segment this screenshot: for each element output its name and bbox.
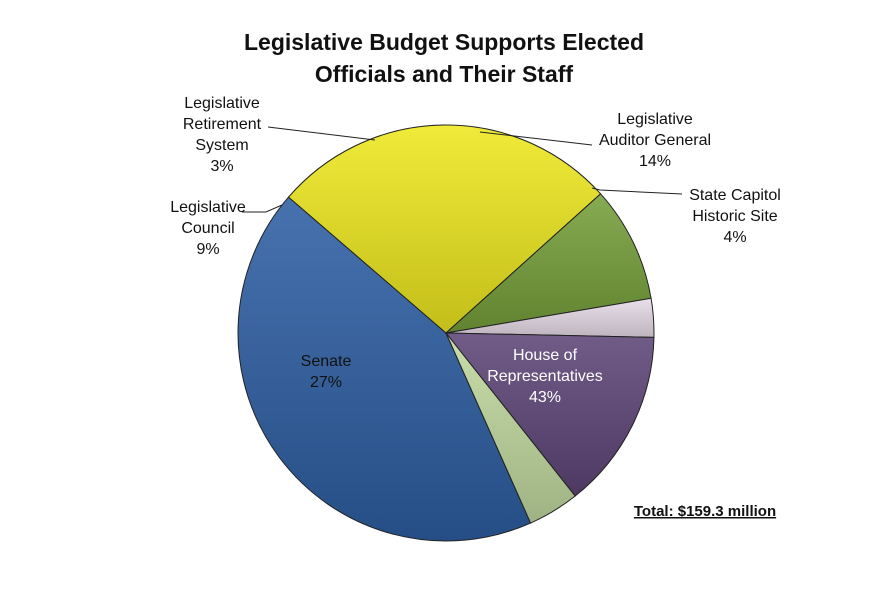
slice-name-line: Legislative (617, 111, 693, 128)
leader-line-legislative-auditor-general (479, 131, 593, 146)
chart-title-line-1: Legislative Budget Supports Elected (244, 29, 644, 55)
pie-slice-state-capitol-historic-site (445, 332, 576, 524)
slice-name-line: Historic Site (692, 208, 777, 225)
slice-label-legislative-auditor-general: Legislative Auditor General 14% (599, 111, 711, 170)
pie-slice-senate (287, 124, 602, 334)
slice-value-label: 4% (723, 229, 746, 246)
slice-name-line: Legislative (184, 95, 260, 112)
slice-value-label: 14% (639, 153, 671, 170)
slice-name-line: Representatives (487, 368, 603, 385)
slice-value-label: 27% (310, 374, 342, 391)
slice-name-line: Retirement (183, 116, 262, 133)
leader-line-legislative-council (242, 204, 283, 213)
slice-name-line: Senate (301, 353, 352, 370)
leader-line-state-capitol-historic-site (591, 187, 683, 195)
slice-name-line: Auditor General (599, 132, 711, 149)
slice-name-line: Council (181, 220, 234, 237)
leader-line-legislative-retirement-system (267, 126, 376, 141)
leader-lines (242, 126, 683, 213)
slice-label-senate: Senate 27% (301, 353, 352, 391)
slice-label-legislative-retirement-system: Legislative Retirement System 3% (183, 95, 262, 175)
pie-slices (237, 124, 655, 542)
pie-slice-house-of-representatives (237, 196, 532, 542)
slice-value-label: 3% (210, 158, 233, 175)
slice-labels: House of Representatives 43% Senate 27% Legis… (170, 95, 781, 406)
pie-slice-legislative-auditor-general (444, 332, 655, 497)
slice-label-house-of-representatives: House of Representatives 43% (487, 347, 603, 406)
pie-slice-legislative-council (444, 193, 652, 334)
slice-name-line: Legislative (170, 199, 246, 216)
slice-name-line: System (195, 137, 248, 154)
slice-label-legislative-council: Legislative Council 9% (170, 199, 246, 258)
slice-name-line: House of (513, 347, 578, 364)
slice-value-label: 9% (196, 241, 219, 258)
slice-name-line: State Capitol (689, 187, 781, 204)
chart-title-line-2: Officials and Their Staff (315, 61, 573, 87)
chart-title: Legislative Budget Supports Elected Offi… (244, 29, 644, 87)
total-label: Total: $159.3 million (634, 503, 776, 520)
slice-label-state-capitol-historic-site: State Capitol Historic Site 4% (689, 187, 781, 246)
slice-value-label: 43% (529, 389, 561, 406)
